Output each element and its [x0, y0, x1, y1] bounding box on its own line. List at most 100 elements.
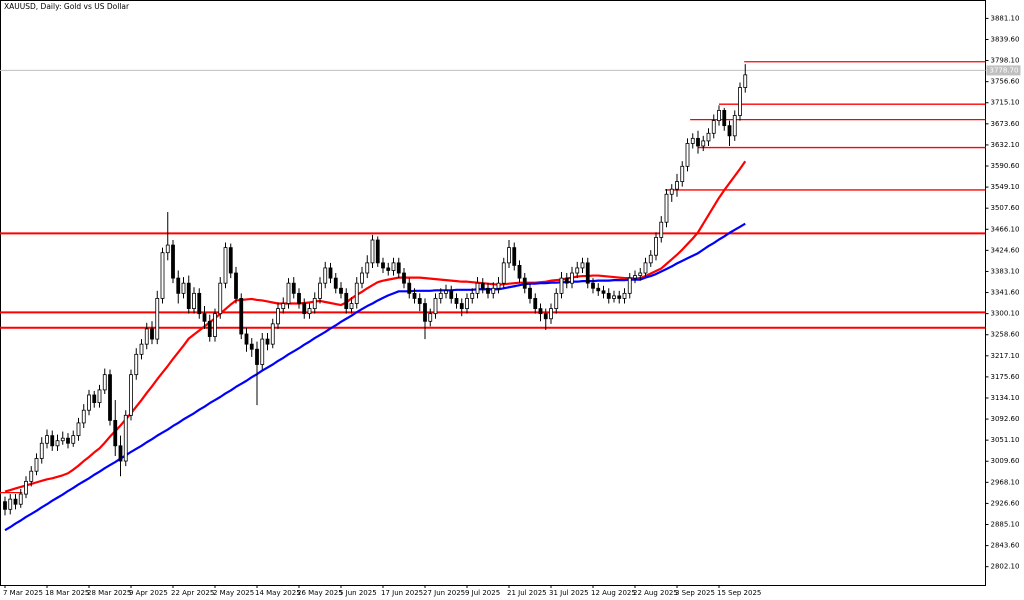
candle-body	[501, 262, 506, 284]
candle-body	[265, 338, 270, 345]
x-tick-label: 26 May 2025	[297, 589, 343, 597]
candle-body	[213, 313, 217, 337]
candle-body	[533, 298, 538, 309]
candle-body	[407, 282, 412, 294]
candle-body	[134, 353, 139, 376]
y-tick-label: 3092.60	[991, 415, 1020, 423]
candle-body	[585, 262, 590, 284]
y-tick-label: 3217.10	[991, 352, 1020, 360]
candle-body	[480, 282, 485, 289]
candle-body	[160, 252, 165, 299]
candle-body	[570, 272, 574, 284]
candle-body	[202, 313, 207, 322]
candle-body	[428, 313, 433, 322]
candle-body	[81, 409, 86, 424]
y-tick-label: 2926.60	[991, 499, 1020, 507]
candle-body	[743, 74, 748, 88]
x-tick-label: 27 Jun 2025	[423, 589, 465, 597]
moving-average	[4, 160, 747, 493]
y-tick-label: 3009.60	[991, 457, 1020, 465]
candle-body	[39, 442, 44, 459]
candle-body	[276, 308, 280, 325]
x-tick-label: 15 Sep 2025	[717, 589, 761, 597]
candle-body	[244, 333, 249, 345]
candle-body	[601, 290, 606, 294]
candle-body	[71, 435, 76, 444]
candle-body	[591, 282, 595, 289]
x-tick-label: 2 May 2025	[213, 589, 254, 597]
candle-body	[102, 374, 107, 391]
y-tick-label: 2885.10	[991, 521, 1020, 529]
candle-body	[701, 140, 706, 147]
candle-body	[18, 493, 23, 505]
candle-body	[522, 277, 527, 289]
x-tick-label: 12 Aug 2025	[591, 589, 636, 597]
x-tick-label: 14 May 2025	[255, 589, 301, 597]
candle-body	[281, 303, 286, 309]
candle-body	[50, 435, 55, 447]
candle-body	[648, 254, 653, 264]
candle-body	[354, 282, 359, 304]
candle-body	[144, 328, 149, 345]
candle-body	[386, 267, 391, 271]
x-tick-label: 5 Jun 2025	[339, 589, 377, 597]
candle-body	[192, 292, 196, 309]
candle-body	[727, 125, 732, 137]
current-price-tag	[986, 65, 1021, 76]
y-tick-label: 3341.60	[991, 289, 1020, 297]
x-tick-label: 28 Mar 2025	[87, 589, 131, 597]
candle-body	[139, 343, 144, 355]
candle-body	[491, 287, 496, 294]
y-tick-label: 3175.60	[991, 373, 1020, 381]
candle-body	[433, 298, 438, 315]
candle-body	[207, 320, 212, 337]
candle-body	[538, 308, 543, 315]
y-tick-label: 3798.10	[991, 57, 1020, 65]
candle-body	[444, 290, 448, 294]
candle-body	[186, 282, 191, 309]
candle-body	[517, 265, 522, 279]
y-tick-label: 3881.10	[991, 14, 1020, 22]
y-tick-label: 3051.10	[991, 436, 1020, 444]
candle-body	[465, 298, 469, 309]
candle-body	[638, 272, 643, 276]
candle-body	[3, 501, 7, 510]
candle-body	[108, 374, 112, 421]
candle-body	[312, 298, 317, 309]
candle-body	[669, 188, 674, 195]
candle-body	[543, 313, 548, 320]
candle-body	[323, 267, 328, 284]
y-tick-label: 3134.10	[991, 394, 1020, 402]
candle-body	[423, 303, 427, 322]
candle-body	[633, 275, 637, 279]
candle-body	[129, 374, 133, 416]
candle-body	[24, 480, 28, 495]
candle-body	[375, 239, 380, 264]
y-tick-label: 3549.10	[991, 183, 1020, 191]
candle-body	[654, 237, 658, 256]
x-tick-label: 31 Jul 2025	[549, 589, 589, 597]
candle-body	[197, 292, 202, 315]
candle-body	[690, 137, 695, 144]
candle-body	[29, 470, 34, 482]
candle-body	[412, 292, 417, 299]
candle-body	[176, 277, 181, 294]
candle-body	[66, 437, 70, 444]
candle-body	[55, 440, 60, 447]
candle-body	[270, 323, 275, 345]
candle-body	[696, 137, 700, 147]
candle-body	[417, 298, 422, 304]
candle-body	[643, 262, 648, 274]
x-tick-label: 21 Jul 2025	[507, 589, 547, 597]
y-tick-label: 3590.60	[991, 162, 1020, 170]
candle-body	[717, 110, 721, 121]
y-tick-label: 3632.10	[991, 141, 1020, 149]
candle-body	[318, 282, 322, 299]
candle-body	[249, 343, 254, 350]
x-tick-label: 22 Aug 2025	[633, 589, 678, 597]
candle-body	[711, 120, 716, 134]
candle-body	[234, 272, 238, 299]
candle-body	[260, 338, 265, 365]
candle-body	[118, 445, 123, 462]
candle-body	[391, 262, 396, 271]
